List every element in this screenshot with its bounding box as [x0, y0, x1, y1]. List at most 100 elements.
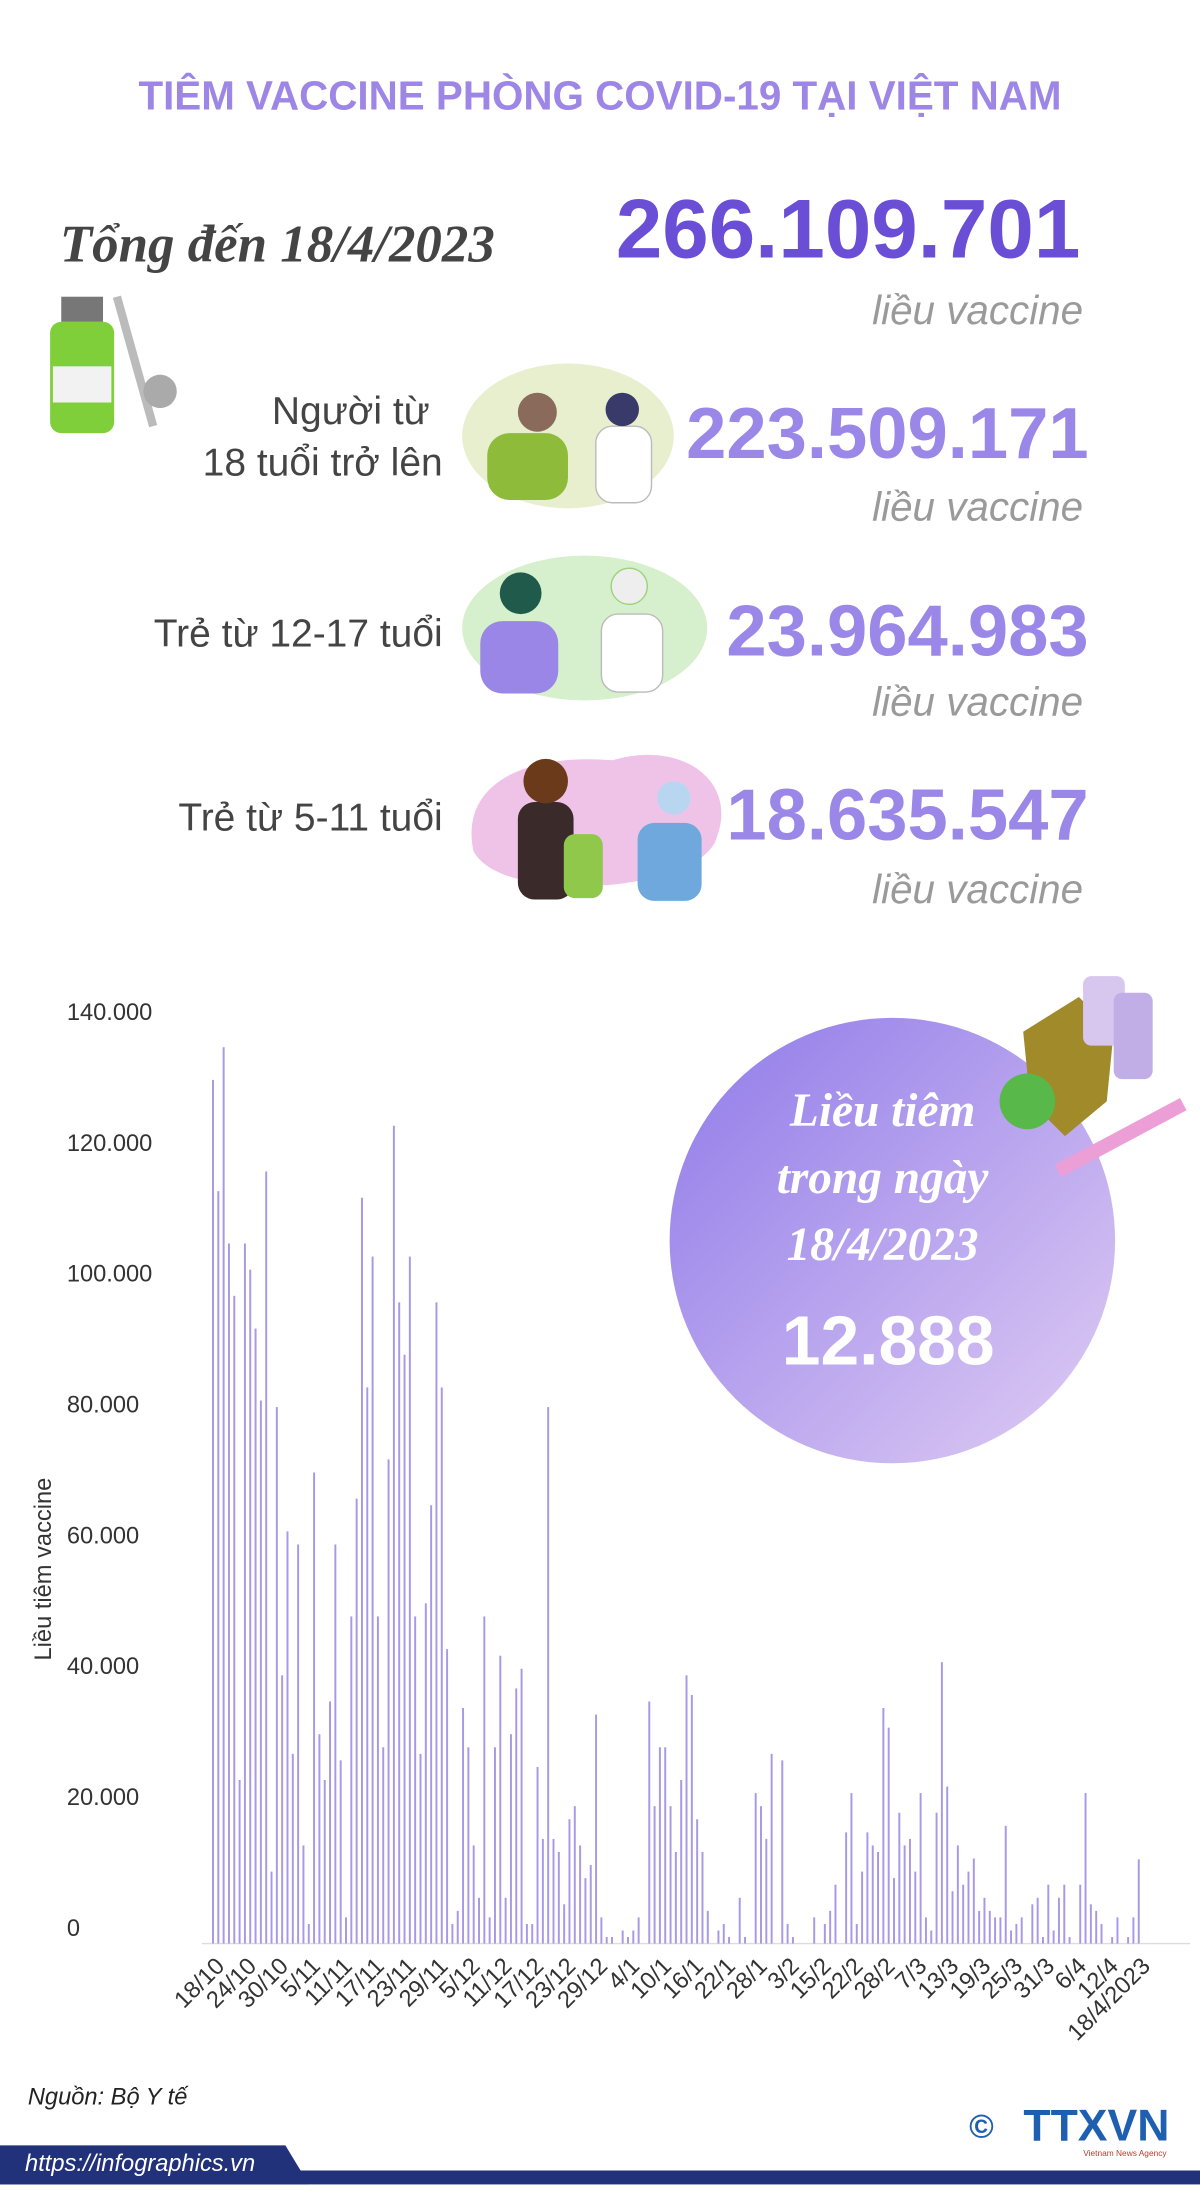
bar: [355, 1498, 358, 1944]
bar: [781, 1760, 784, 1944]
bar: [584, 1878, 587, 1944]
url: https://infographics.vn: [25, 2151, 255, 2177]
bar: [967, 1871, 970, 1944]
bar: [1127, 1937, 1130, 1944]
bar: [738, 1897, 741, 1944]
bar: [962, 1884, 965, 1944]
bar: [940, 1662, 943, 1944]
bar: [1063, 1884, 1066, 1944]
y-tick-label: 100.000: [67, 1262, 153, 1288]
bar: [446, 1649, 449, 1944]
bar: [398, 1302, 401, 1944]
bar: [451, 1923, 454, 1944]
bar: [983, 1897, 986, 1944]
daily-circle: [669, 1017, 1116, 1464]
bar: [722, 1923, 725, 1944]
group-value: 223.509.171: [686, 393, 1088, 474]
bar: [408, 1256, 411, 1944]
vial-label: [52, 366, 112, 403]
bar: [557, 1851, 560, 1944]
bar: [845, 1832, 848, 1944]
bar: [1036, 1897, 1039, 1944]
bar: [589, 1865, 592, 1944]
bar: [435, 1302, 438, 1944]
bar: [350, 1616, 353, 1944]
bar: [658, 1747, 661, 1944]
group-value: 18.635.547: [726, 774, 1088, 855]
y-axis-label: Liều tiêm vaccine: [31, 1478, 57, 1661]
bar: [861, 1871, 864, 1944]
bar: [334, 1544, 337, 1944]
bar: [483, 1616, 486, 1944]
bar: [424, 1603, 427, 1944]
bar: [685, 1675, 688, 1944]
group-list: Người từ 18 tuổi trở lên 223.509.171 liều v…: [154, 390, 1089, 912]
bar: [1057, 1897, 1060, 1944]
y-tick-label: 20.000: [67, 1785, 139, 1811]
bar: [664, 1747, 667, 1944]
bar: [674, 1851, 677, 1944]
bar: [227, 1243, 230, 1944]
bar: [791, 1937, 794, 1944]
total-value: 266.109.701: [616, 182, 1080, 276]
illustration-kids: [471, 754, 722, 901]
bar: [392, 1125, 395, 1944]
virus: [999, 1073, 1056, 1130]
bar: [701, 1851, 704, 1944]
bar: [456, 1910, 459, 1944]
doctor: [600, 613, 664, 693]
illustration-adults: [462, 363, 674, 509]
bar: [765, 1838, 768, 1944]
bar: [680, 1780, 683, 1944]
bar: [222, 1047, 225, 1944]
bar: [1084, 1793, 1087, 1944]
bar: [972, 1858, 975, 1944]
person: [487, 433, 568, 500]
bar: [696, 1819, 699, 1944]
copyright: ©: [969, 2109, 994, 2146]
bar: [525, 1923, 528, 1944]
bar: [1116, 1917, 1119, 1944]
bar: [345, 1917, 347, 1944]
bar: [419, 1753, 422, 1944]
bar: [988, 1910, 991, 1944]
bar: [956, 1845, 959, 1944]
bar: [403, 1354, 406, 1944]
syringe: [112, 295, 158, 428]
bar: [924, 1917, 927, 1944]
daily-label: 18/4/2023: [787, 1219, 979, 1271]
bar: [1132, 1917, 1135, 1944]
bar: [1111, 1937, 1114, 1944]
bar: [318, 1734, 321, 1944]
bar: [462, 1708, 465, 1944]
child: [563, 834, 603, 899]
head: [605, 392, 639, 427]
bar: [632, 1930, 635, 1944]
bar: [1047, 1884, 1050, 1944]
bar: [600, 1917, 603, 1944]
y-tick-label: 80.000: [67, 1392, 139, 1418]
person: [480, 621, 559, 694]
y-tick-label: 140.000: [67, 1000, 153, 1026]
syringe: [1054, 1097, 1187, 1178]
bar: [877, 1851, 880, 1944]
bar: [1100, 1923, 1103, 1944]
daily-label: trong ngày: [777, 1152, 990, 1204]
bar: [866, 1832, 869, 1944]
y-tick-label: 40.000: [67, 1654, 139, 1680]
bar: [509, 1734, 512, 1944]
bar: [1031, 1904, 1034, 1944]
bar: [494, 1747, 496, 1944]
bar: [440, 1387, 443, 1944]
bar: [919, 1793, 922, 1944]
vial-cap: [61, 296, 104, 322]
head: [610, 567, 649, 606]
url-band: [0, 2145, 310, 2185]
y-tick-label: 0: [67, 1916, 80, 1942]
bar: [371, 1256, 374, 1944]
source: Nguồn: Bộ Y tế: [28, 2084, 189, 2110]
y-tick-label: 60.000: [67, 1523, 139, 1549]
bar: [467, 1747, 470, 1944]
bar: [339, 1760, 342, 1944]
